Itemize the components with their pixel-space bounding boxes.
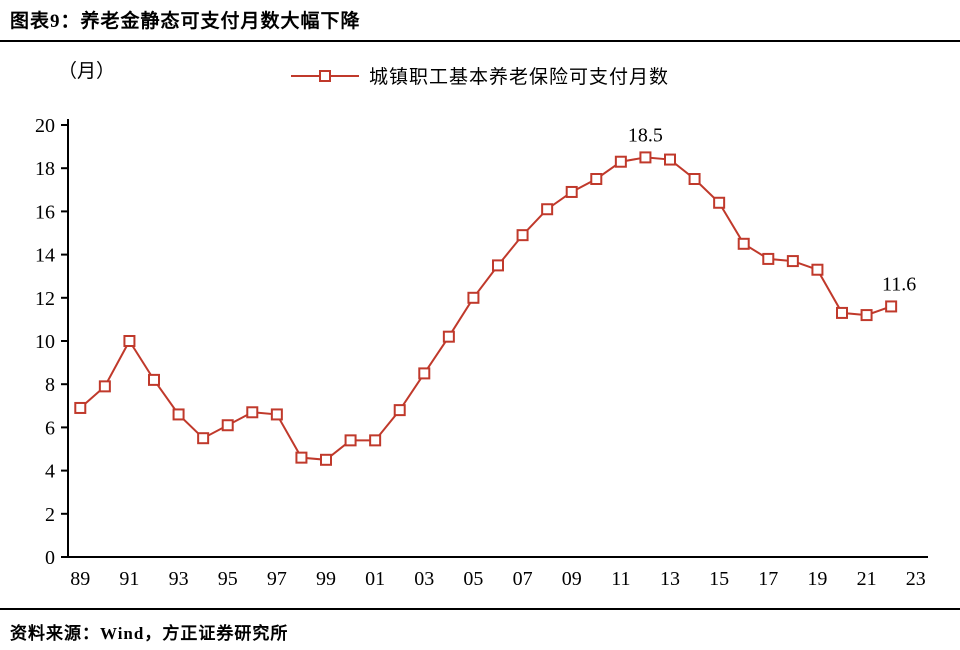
- svg-text:91: 91: [119, 568, 139, 590]
- svg-text:14: 14: [35, 245, 55, 267]
- legend-series-label: 城镇职工基本养老保险可支付月数: [368, 67, 669, 88]
- svg-text:01: 01: [365, 568, 385, 590]
- line-chart-svg: 0 2 4 6 8 10 12 14 16 18 20 89 91 93 95 97 99 01 03 05 07 09 1…: [35, 115, 928, 590]
- svg-text:6: 6: [45, 417, 55, 439]
- svg-text:11.6: 11.6: [882, 273, 916, 295]
- svg-text:93: 93: [169, 568, 189, 590]
- svg-text:18.5: 18.5: [628, 124, 663, 146]
- chart-title: 图表9：养老金静态可支付月数大幅下降: [0, 0, 960, 42]
- svg-text:18: 18: [35, 158, 55, 180]
- chart-legend: 城镇职工基本养老保险可支付月数: [0, 62, 960, 89]
- legend-line-square-icon: [290, 74, 359, 77]
- svg-text:09: 09: [562, 568, 582, 590]
- svg-text:8: 8: [45, 374, 55, 396]
- svg-text:95: 95: [218, 568, 238, 590]
- svg-text:07: 07: [513, 568, 533, 590]
- svg-text:20: 20: [35, 115, 55, 137]
- svg-text:03: 03: [414, 568, 434, 590]
- svg-text:05: 05: [463, 568, 483, 590]
- svg-text:12: 12: [35, 288, 55, 310]
- svg-text:19: 19: [807, 568, 827, 590]
- svg-text:10: 10: [35, 331, 55, 353]
- svg-text:2: 2: [45, 504, 55, 526]
- svg-text:99: 99: [316, 568, 336, 590]
- y-axis-unit-label: （月）: [58, 61, 116, 82]
- svg-text:17: 17: [758, 568, 778, 590]
- svg-text:13: 13: [660, 568, 680, 590]
- source-note: 资料来源：Wind，方正证券研究所: [0, 608, 960, 644]
- svg-text:0: 0: [45, 547, 55, 569]
- svg-text:16: 16: [35, 201, 55, 223]
- svg-text:21: 21: [857, 568, 877, 590]
- svg-text:15: 15: [709, 568, 729, 590]
- svg-text:11: 11: [611, 568, 630, 590]
- svg-text:89: 89: [70, 568, 90, 590]
- svg-text:97: 97: [267, 568, 287, 590]
- svg-text:4: 4: [45, 461, 55, 483]
- chart-area: 0 2 4 6 8 10 12 14 16 18 20 89 91 93 95 97 99 01 03 05 07 09 1…: [0, 42, 960, 608]
- svg-text:23: 23: [906, 568, 926, 590]
